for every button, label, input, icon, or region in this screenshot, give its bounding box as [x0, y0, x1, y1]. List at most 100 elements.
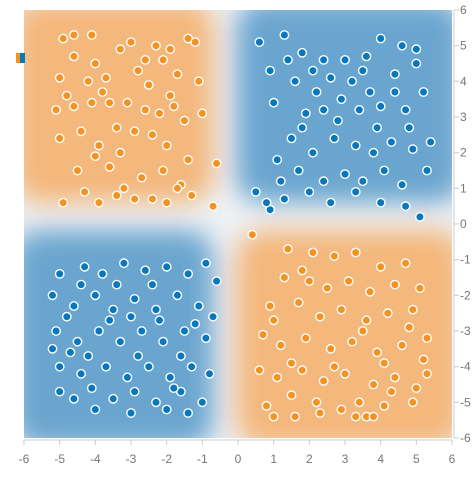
data-point-orange: [365, 286, 375, 297]
data-point-orange: [368, 379, 379, 390]
y-tick-label: -4: [460, 360, 471, 374]
data-point-blue: [51, 326, 61, 336]
data-point-blue: [140, 265, 151, 276]
data-point-orange: [397, 340, 407, 351]
data-point-blue: [250, 186, 261, 197]
data-point-blue: [286, 133, 297, 144]
data-point-blue: [272, 154, 283, 165]
data-point-orange: [208, 201, 218, 212]
data-point-blue: [69, 393, 79, 404]
data-point-orange: [79, 186, 90, 197]
data-point-orange: [97, 87, 108, 97]
data-point-blue: [161, 404, 172, 415]
data-point-blue: [275, 176, 286, 187]
data-point-blue: [183, 408, 194, 418]
data-point-blue: [425, 137, 436, 147]
data-point-blue: [151, 397, 161, 408]
data-point-blue: [97, 268, 108, 279]
data-point-blue: [168, 383, 179, 393]
data-point-blue: [190, 318, 201, 329]
data-point-blue: [350, 186, 361, 197]
data-point-blue: [54, 361, 65, 372]
data-point-orange: [307, 247, 318, 258]
data-point-orange: [407, 304, 418, 315]
data-point-orange: [86, 30, 97, 40]
data-point-blue: [122, 372, 133, 383]
data-point-blue: [179, 326, 190, 336]
data-point-orange: [115, 44, 126, 55]
data-point-blue: [379, 165, 390, 176]
data-point-blue: [119, 258, 129, 269]
data-point-orange: [158, 165, 169, 176]
x-tick-label: -1: [197, 452, 208, 466]
data-point-orange: [318, 375, 329, 386]
data-point-orange: [315, 408, 325, 418]
data-point-blue: [404, 122, 415, 133]
y-tick-label: -3: [460, 324, 471, 338]
x-tick-label: -6: [19, 452, 30, 466]
data-point-orange: [61, 90, 72, 101]
data-point-blue: [208, 311, 218, 322]
data-point-blue: [76, 368, 87, 379]
data-point-blue: [389, 87, 400, 97]
data-point-blue: [290, 76, 300, 87]
data-point-orange: [197, 108, 208, 119]
data-point-orange: [375, 261, 386, 272]
x-axis-ticks: -6 -5 -4 -3 -2 -1 0 1 2 3 4 5 6: [19, 440, 456, 466]
data-point-orange: [329, 251, 340, 262]
data-point-orange: [104, 161, 115, 172]
data-point-orange: [83, 76, 94, 87]
data-point-blue: [325, 72, 336, 83]
data-point-orange: [211, 158, 222, 169]
data-point-blue: [293, 165, 304, 176]
data-point-orange: [147, 194, 158, 204]
data-point-orange: [165, 44, 176, 55]
data-point-blue: [389, 69, 400, 80]
data-point-blue: [108, 304, 119, 315]
data-point-orange: [147, 129, 158, 140]
data-point-blue: [83, 351, 94, 361]
x-tick-label: 4: [377, 452, 384, 466]
x-tick-label: 2: [306, 452, 313, 466]
data-point-orange: [72, 165, 83, 176]
data-point-orange: [382, 308, 393, 319]
y-tick-label: -2: [460, 288, 471, 302]
data-point-orange: [90, 58, 101, 69]
data-point-blue: [407, 144, 418, 155]
data-point-blue: [332, 115, 343, 126]
data-point-orange: [261, 400, 272, 411]
data-point-orange: [186, 190, 197, 201]
data-point-orange: [286, 390, 297, 401]
data-point-blue: [375, 101, 386, 112]
data-point-orange: [119, 183, 129, 194]
data-point-orange: [140, 105, 151, 115]
data-point-orange: [325, 343, 336, 354]
data-point-orange: [129, 126, 140, 137]
data-point-blue: [115, 336, 126, 347]
data-point-orange: [286, 358, 297, 368]
data-point-blue: [318, 176, 329, 187]
data-point-blue: [304, 186, 315, 197]
data-point-orange: [54, 133, 65, 144]
data-point-blue: [340, 55, 350, 65]
data-point-blue: [297, 122, 308, 133]
x-tick-label: -2: [161, 452, 172, 466]
data-point-orange: [158, 55, 169, 65]
x-tick-label: 1: [270, 452, 277, 466]
data-point-orange: [133, 65, 144, 76]
y-tick-label: 3: [460, 110, 467, 124]
data-point-orange: [386, 386, 397, 397]
data-point-blue: [69, 301, 79, 311]
x-tick-label: 6: [449, 452, 456, 466]
data-point-blue: [172, 290, 183, 301]
data-point-blue: [61, 311, 72, 322]
data-point-blue: [336, 94, 347, 105]
data-point-orange: [111, 122, 122, 133]
data-point-blue: [318, 55, 329, 65]
data-point-orange: [411, 383, 422, 393]
data-point-orange: [54, 72, 65, 83]
data-point-blue: [175, 351, 186, 361]
data-point-blue: [350, 140, 361, 151]
data-point-blue: [375, 197, 386, 208]
data-point-orange: [400, 258, 411, 269]
